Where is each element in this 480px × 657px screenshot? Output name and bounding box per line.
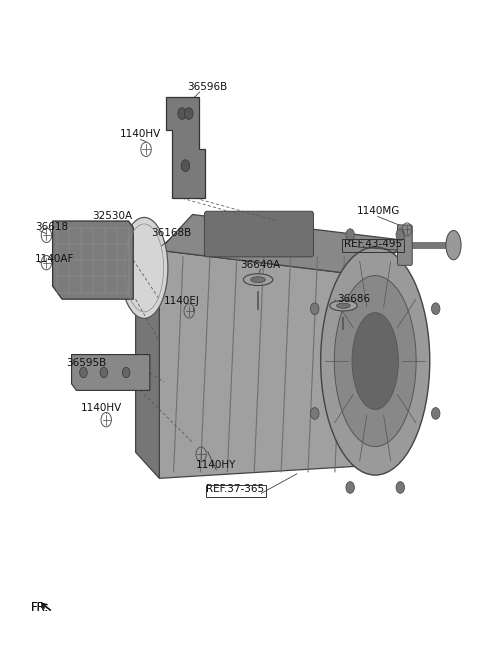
Text: 1140HV: 1140HV <box>120 129 161 139</box>
Ellipse shape <box>321 247 430 475</box>
Polygon shape <box>159 250 373 478</box>
Text: 36618: 36618 <box>35 222 68 232</box>
Circle shape <box>181 160 190 171</box>
Circle shape <box>80 367 87 378</box>
Ellipse shape <box>330 300 357 311</box>
Polygon shape <box>53 221 133 299</box>
Text: 1140HV: 1140HV <box>81 403 122 413</box>
Ellipse shape <box>334 275 416 447</box>
Circle shape <box>396 482 405 493</box>
Circle shape <box>346 229 354 240</box>
Circle shape <box>432 407 440 419</box>
Circle shape <box>396 229 405 240</box>
Polygon shape <box>136 237 159 478</box>
Text: 32530A: 32530A <box>92 212 132 221</box>
Polygon shape <box>72 355 150 390</box>
Circle shape <box>311 303 319 315</box>
Circle shape <box>100 367 108 378</box>
Circle shape <box>311 407 319 419</box>
Text: 36640A: 36640A <box>240 260 280 269</box>
Ellipse shape <box>352 313 398 409</box>
FancyBboxPatch shape <box>397 225 412 265</box>
Ellipse shape <box>336 303 350 308</box>
Circle shape <box>178 108 186 120</box>
Polygon shape <box>166 97 205 198</box>
Text: 1140MG: 1140MG <box>357 206 400 216</box>
Text: 1140AF: 1140AF <box>35 254 74 264</box>
Text: 1140EJ: 1140EJ <box>164 296 200 306</box>
Text: 1140HY: 1140HY <box>196 461 237 470</box>
Polygon shape <box>159 214 406 277</box>
Ellipse shape <box>243 274 273 286</box>
Ellipse shape <box>446 231 461 260</box>
Text: FR.: FR. <box>31 600 49 614</box>
Circle shape <box>184 108 193 120</box>
Ellipse shape <box>120 217 168 319</box>
Circle shape <box>346 482 354 493</box>
Circle shape <box>122 367 130 378</box>
Text: FR.: FR. <box>31 600 49 614</box>
Ellipse shape <box>251 277 265 283</box>
Text: 36168B: 36168B <box>151 228 192 238</box>
Text: REF.43-495: REF.43-495 <box>344 238 402 249</box>
Text: 36686: 36686 <box>337 294 371 304</box>
Circle shape <box>432 303 440 315</box>
Text: REF.37-365: REF.37-365 <box>206 484 264 495</box>
Text: 36596B: 36596B <box>187 83 227 93</box>
FancyBboxPatch shape <box>204 212 313 257</box>
Text: 36595B: 36595B <box>66 358 106 368</box>
